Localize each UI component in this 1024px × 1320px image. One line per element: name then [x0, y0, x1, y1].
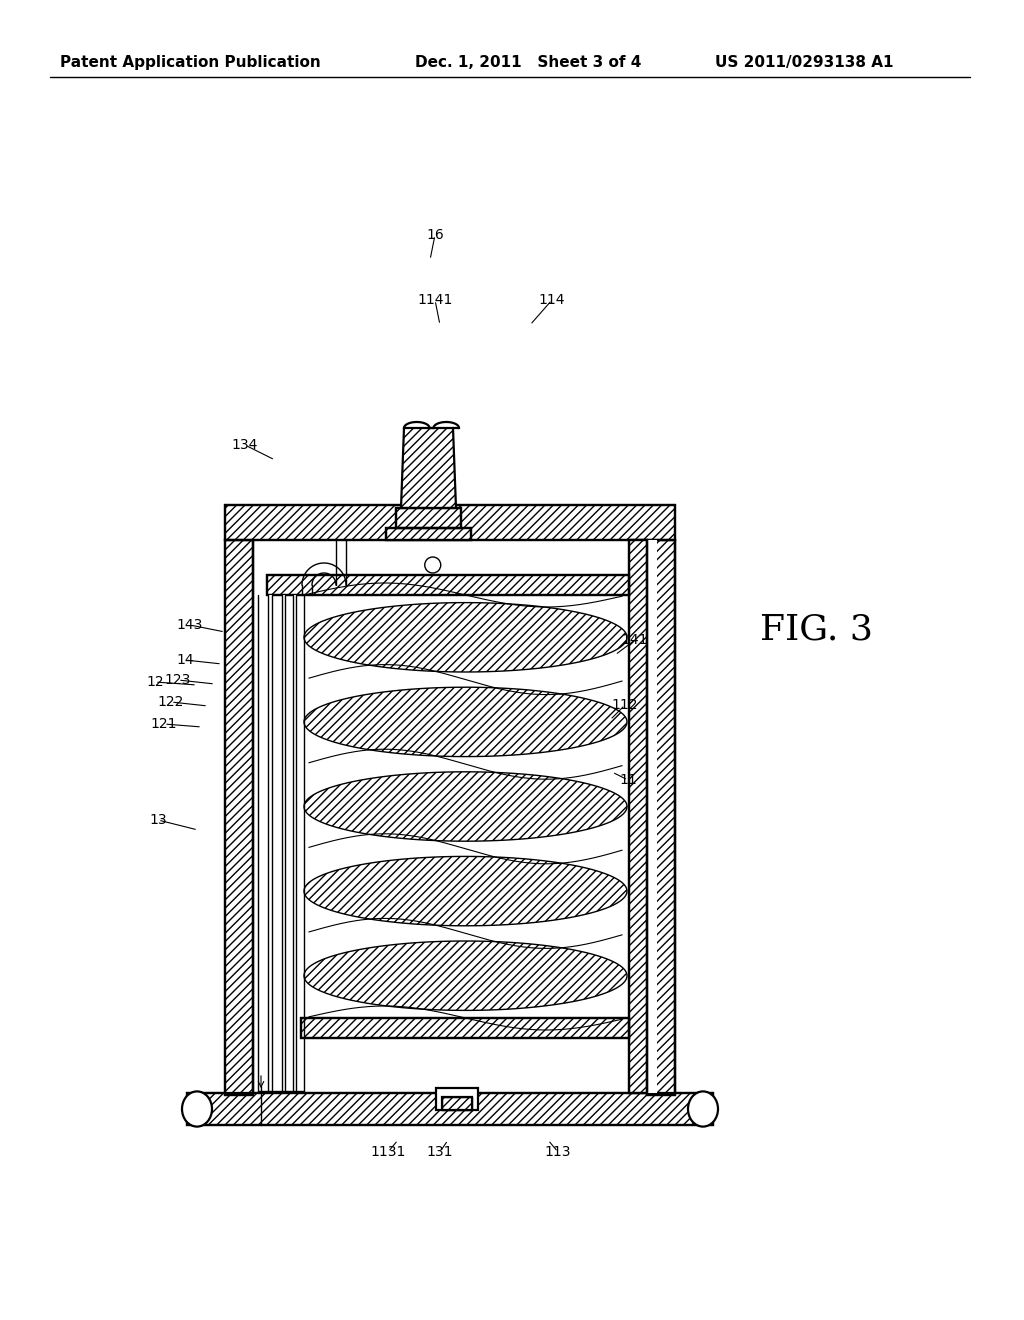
Bar	[225, 506, 675, 540]
Text: 114: 114	[539, 293, 565, 308]
Bar	[267, 576, 629, 595]
Ellipse shape	[688, 1092, 718, 1126]
Text: 143: 143	[177, 618, 203, 632]
Bar	[187, 1093, 713, 1125]
Bar	[647, 540, 657, 1093]
Text: 1131: 1131	[371, 1144, 406, 1159]
Bar	[629, 540, 647, 1093]
Text: 16: 16	[426, 228, 443, 242]
Bar	[225, 540, 253, 1096]
Bar	[442, 1097, 472, 1110]
Polygon shape	[304, 857, 627, 925]
Text: 123: 123	[165, 673, 191, 686]
Bar	[386, 528, 471, 540]
Bar	[301, 1018, 629, 1038]
Text: 12: 12	[146, 675, 164, 689]
Bar	[225, 540, 253, 1096]
Bar	[396, 508, 461, 528]
Bar	[225, 506, 675, 540]
Bar	[442, 1097, 472, 1110]
Bar	[282, 595, 285, 1092]
Bar	[268, 595, 272, 1092]
Bar	[267, 576, 629, 595]
Text: 134: 134	[231, 438, 258, 451]
Bar	[301, 1018, 629, 1038]
Text: Patent Application Publication: Patent Application Publication	[60, 55, 321, 70]
Bar	[647, 540, 675, 1096]
Bar	[187, 1093, 713, 1125]
Text: 13: 13	[150, 813, 167, 828]
Bar	[436, 1088, 478, 1110]
Polygon shape	[304, 941, 627, 1010]
Text: 14: 14	[176, 653, 194, 667]
Bar	[629, 540, 647, 1093]
Text: 112: 112	[611, 698, 638, 711]
Text: US 2011/0293138 A1: US 2011/0293138 A1	[715, 55, 894, 70]
Bar	[647, 540, 675, 1096]
Text: 141: 141	[622, 634, 648, 647]
Polygon shape	[304, 688, 627, 756]
Text: FIG. 3: FIG. 3	[760, 612, 873, 647]
Polygon shape	[304, 603, 627, 672]
Text: 121: 121	[151, 717, 177, 731]
Bar	[386, 528, 471, 540]
Polygon shape	[401, 428, 456, 508]
Bar	[253, 540, 647, 1093]
Text: 1141: 1141	[418, 293, 453, 308]
Text: 122: 122	[158, 696, 184, 709]
Bar	[293, 595, 296, 1092]
Text: 131: 131	[427, 1144, 454, 1159]
Text: 113: 113	[545, 1144, 571, 1159]
Text: 11: 11	[620, 774, 637, 787]
Polygon shape	[304, 772, 627, 841]
Bar	[396, 508, 461, 528]
Text: Dec. 1, 2011   Sheet 3 of 4: Dec. 1, 2011 Sheet 3 of 4	[415, 55, 641, 70]
Ellipse shape	[182, 1092, 212, 1126]
